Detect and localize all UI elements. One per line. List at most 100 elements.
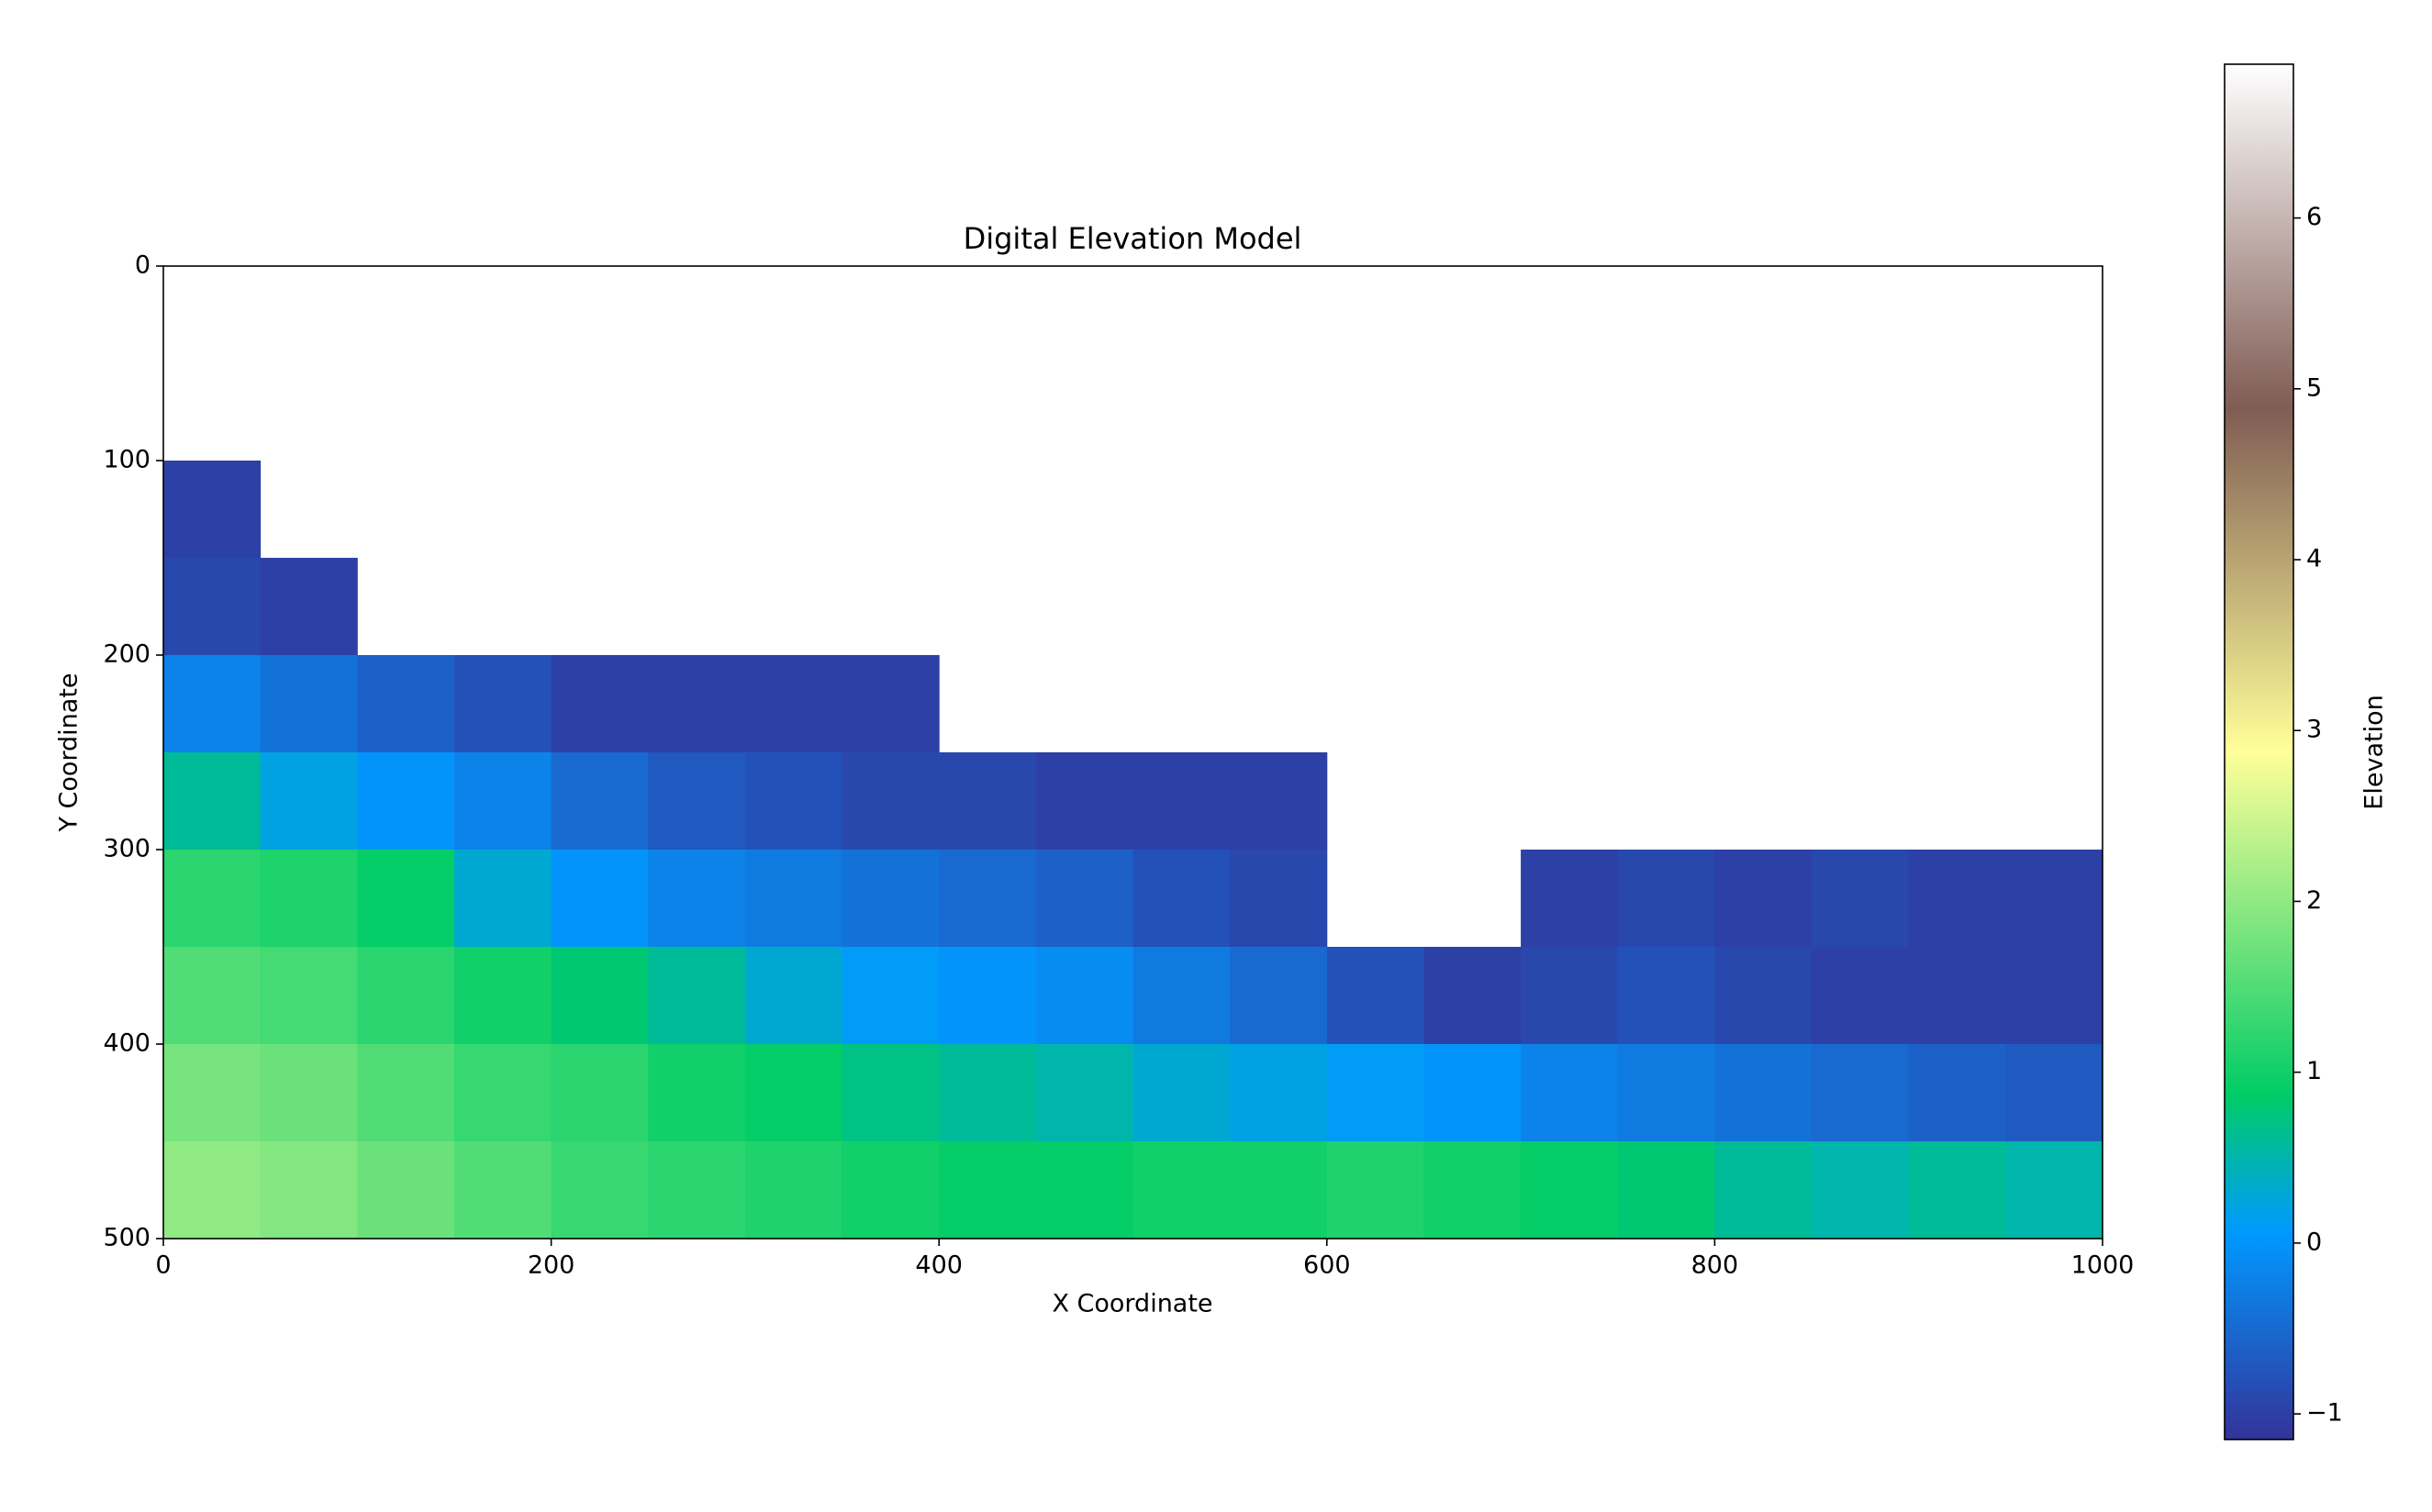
heatmap-cell <box>1326 947 1424 1045</box>
heatmap-cell <box>357 752 455 850</box>
heatmap-cell <box>842 1044 940 1142</box>
y-tick-label: 500 <box>103 1224 151 1252</box>
heatmap-cell <box>1326 1141 1424 1240</box>
colorbar-tick-label: 4 <box>2306 545 2322 573</box>
colorbar-tick-label: 1 <box>2306 1057 2322 1085</box>
heatmap-cell <box>260 1141 358 1240</box>
heatmap-cell <box>551 752 649 850</box>
heatmap-cell <box>453 850 552 948</box>
heatmap-cell <box>939 752 1037 850</box>
heatmap-cell <box>1617 1044 1715 1142</box>
heatmap-cell <box>163 947 262 1045</box>
heatmap-cell <box>744 1141 843 1240</box>
heatmap-cell <box>939 1044 1037 1142</box>
heatmap-cell <box>939 1141 1037 1240</box>
heatmap-cell <box>1132 1141 1231 1240</box>
heatmap-cell <box>1230 1044 1328 1142</box>
chart-title: Digital Elevation Model <box>964 221 1302 256</box>
heatmap-cell <box>1908 1044 2006 1142</box>
heatmap-cell <box>939 947 1037 1045</box>
x-tick-label: 200 <box>528 1251 575 1280</box>
heatmap-cell <box>842 752 940 850</box>
heatmap-cell <box>2005 850 2103 948</box>
heatmap-cell <box>453 752 552 850</box>
heatmap-cell <box>842 655 940 753</box>
heatmap-cell <box>1035 850 1133 948</box>
x-tick-label: 0 <box>155 1251 171 1280</box>
heatmap-cell <box>1617 1141 1715 1240</box>
heatmap-cell <box>2005 947 2103 1045</box>
y-tick-label: 100 <box>103 446 151 474</box>
heatmap-cell <box>260 1044 358 1142</box>
heatmap-cell <box>453 947 552 1045</box>
x-tick-label: 400 <box>915 1251 963 1280</box>
heatmap-cell <box>260 655 358 753</box>
heatmap-cell <box>1132 752 1231 850</box>
heatmap-cell <box>1035 752 1133 850</box>
colorbar-tick-label: 0 <box>2306 1228 2322 1256</box>
heatmap-cell <box>1132 947 1231 1045</box>
plot-frame <box>162 265 2103 1240</box>
y-tick-label: 0 <box>135 251 151 280</box>
heatmap-cell <box>551 655 649 753</box>
heatmap-cell <box>1521 1044 1619 1142</box>
heatmap-cell <box>1521 1141 1619 1240</box>
heatmap-cell <box>163 655 262 753</box>
colorbar-tick-label: 2 <box>2306 886 2322 915</box>
heatmap-cell <box>1230 752 1328 850</box>
heatmap-cell <box>163 1044 262 1142</box>
heatmap-cell <box>842 1141 940 1240</box>
heatmap-cell <box>260 947 358 1045</box>
heatmap-cell <box>1521 947 1619 1045</box>
heatmap-cell <box>939 850 1037 948</box>
heatmap-cell <box>648 850 746 948</box>
heatmap-cell <box>1714 850 1813 948</box>
x-axis-label: X Coordinate <box>1052 1290 1212 1318</box>
heatmap-cell <box>163 558 262 656</box>
heatmap-cell <box>744 752 843 850</box>
heatmap-cell <box>1812 1044 1910 1142</box>
heatmap-cell <box>1714 947 1813 1045</box>
heatmap-cell <box>1230 1141 1328 1240</box>
heatmap-cell <box>1521 850 1619 948</box>
heatmap-cell <box>648 655 746 753</box>
x-tick-label: 1000 <box>2071 1251 2135 1280</box>
heatmap-cell <box>1326 1044 1424 1142</box>
y-axis-label: Y Coordinate <box>55 673 84 832</box>
heatmap-cell <box>260 850 358 948</box>
heatmap-cell <box>1812 850 1910 948</box>
colorbar <box>2224 63 2294 1440</box>
heatmap-cell <box>357 1141 455 1240</box>
heatmap-cell <box>2005 1044 2103 1142</box>
heatmap-cell <box>744 1044 843 1142</box>
heatmap-cell <box>357 1044 455 1142</box>
y-tick-label: 300 <box>103 835 151 863</box>
x-tick-label: 800 <box>1691 1251 1739 1280</box>
heatmap-cell <box>357 655 455 753</box>
heatmap-cell <box>744 850 843 948</box>
heatmap-cell <box>1230 947 1328 1045</box>
heatmap-cell <box>453 1044 552 1142</box>
heatmap-cell <box>1423 947 1522 1045</box>
heatmap-cell <box>163 752 262 850</box>
y-tick-label: 200 <box>103 640 151 669</box>
heatmap-cell <box>1423 1044 1522 1142</box>
x-tick-label: 600 <box>1303 1251 1351 1280</box>
heatmap-cell <box>2005 1141 2103 1240</box>
colorbar-tick-label: 6 <box>2306 203 2322 231</box>
heatmap-cell <box>1908 947 2006 1045</box>
heatmap-cell <box>1423 1141 1522 1240</box>
heatmap-cell <box>1617 947 1715 1045</box>
heatmap-cell <box>1812 1141 1910 1240</box>
heatmap-cell <box>648 1141 746 1240</box>
heatmap-cell <box>551 1044 649 1142</box>
heatmap-cell <box>842 850 940 948</box>
heatmap-cell <box>1035 1141 1133 1240</box>
heatmap-cell <box>357 850 455 948</box>
colorbar-label: Elevation <box>2360 695 2389 809</box>
heatmap-cell <box>163 1141 262 1240</box>
heatmap-cell <box>648 752 746 850</box>
heatmap-cell <box>1714 1044 1813 1142</box>
